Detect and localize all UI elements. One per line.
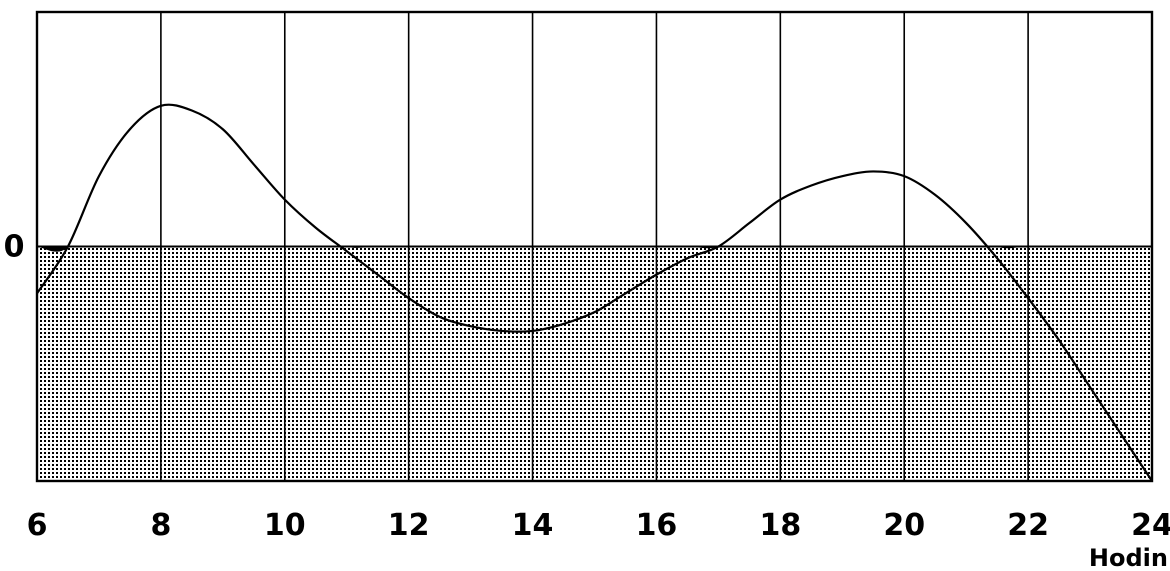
series-line [36, 103, 1153, 482]
x-tick-label-8: 8 [150, 508, 171, 543]
x-tick-label-22: 22 [1007, 508, 1049, 543]
x-tick-label-6: 6 [27, 508, 48, 543]
dotted-area-fill-upper [37, 246, 1152, 481]
x-tick-label-18: 18 [759, 508, 801, 543]
x-tick-label-12: 12 [388, 508, 430, 543]
y-tick-label-0: 0 [4, 230, 25, 265]
x-axis-label: Hodin [1089, 544, 1168, 571]
x-tick-label-20: 20 [883, 508, 925, 543]
x-tick-label-24: 24 [1131, 508, 1170, 543]
x-tick-label-10: 10 [264, 508, 306, 543]
x-tick-label-16: 16 [636, 508, 678, 543]
plot-frame [35, 10, 1154, 483]
x-tick-label-14: 14 [512, 508, 554, 543]
